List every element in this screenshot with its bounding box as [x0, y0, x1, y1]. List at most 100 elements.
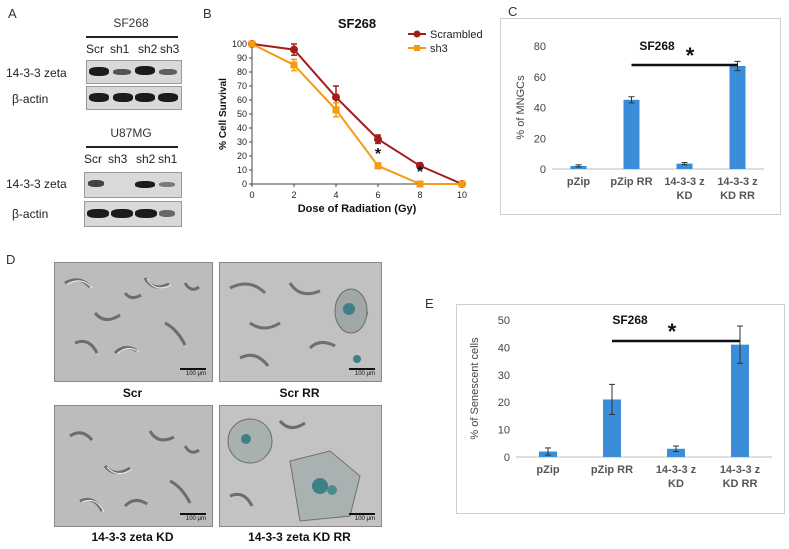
scale-bar — [349, 513, 375, 515]
chart-title: SF268 — [612, 313, 648, 327]
bar — [667, 448, 685, 457]
blot1-lane: sh3 — [160, 42, 180, 56]
blot-band — [135, 181, 155, 188]
blot-band — [135, 66, 155, 75]
bar — [676, 163, 693, 169]
mngc-bar-chart: 0 20 40 60 80 % of MNGCs pZip pZip RR 14-3-3 z KD… — [515, 39, 764, 202]
blot-band — [135, 93, 155, 102]
x-tick-label: 10 — [457, 190, 467, 200]
y-tick-label: 0 — [540, 164, 546, 176]
bar — [731, 344, 749, 457]
blot-band — [135, 209, 157, 218]
chart-title: SF268 — [639, 39, 675, 53]
legend-marker — [414, 45, 420, 51]
data-point — [374, 135, 382, 144]
chart-title: SF268 — [338, 16, 376, 31]
category-label: 14-3-3 z — [656, 464, 697, 476]
y-tick-label: 60 — [237, 95, 247, 105]
blot-band — [87, 209, 109, 218]
scale-bar — [180, 513, 206, 515]
y-tick-label: 30 — [237, 137, 247, 147]
category-label: 14-3-3 z — [720, 464, 761, 476]
blot2-actin-strip — [84, 201, 182, 227]
data-point — [458, 180, 466, 188]
data-point — [248, 40, 256, 48]
y-tick-label: 40 — [534, 103, 546, 115]
scale-bar — [349, 368, 375, 370]
micrograph-scr-rr: 100 μm — [219, 262, 382, 382]
panel-letter-d: D — [6, 252, 16, 267]
blot-band — [113, 69, 131, 75]
blot2-lane: sh2 — [136, 152, 156, 166]
survival-line-chart: SF268 0 10 20 30 40 50 60 70 80 90 100 0 2 4 6 8 10 Dose o… — [218, 16, 483, 215]
y-tick-label: 20 — [498, 397, 510, 409]
y-tick-label: 50 — [237, 109, 247, 119]
blot2-row-label: 14-3-3 zeta — [6, 177, 67, 191]
category-label: KD RR — [723, 478, 758, 490]
data-point — [416, 161, 424, 170]
category-label: pZip RR — [610, 176, 652, 188]
blot-band — [159, 210, 175, 217]
blot2-row-label: β-actin — [12, 207, 49, 221]
y-tick-label: 0 — [242, 179, 247, 189]
series-line — [251, 43, 463, 185]
category-label: KD — [677, 190, 693, 202]
cell-image — [55, 406, 212, 526]
category-label: 14-3-3 z — [717, 176, 758, 188]
blot1-row-label: β-actin — [12, 92, 49, 106]
blot2-target-strip — [84, 172, 182, 198]
blot1-lane: sh2 — [138, 42, 158, 56]
y-tick-label: 0 — [504, 452, 510, 464]
micrograph-caption: Scr RR — [279, 386, 320, 400]
category-label: pZip — [567, 176, 590, 188]
x-tick-label: 8 — [417, 190, 422, 200]
category-label: KD RR — [720, 190, 755, 202]
blot-band — [111, 209, 133, 218]
blot2-lane: sh3 — [108, 152, 128, 166]
blot1-row-label: 14-3-3 zeta — [6, 66, 67, 80]
blot-band — [159, 69, 177, 75]
significance-mark: * — [686, 43, 695, 68]
blot1-title: SF268 — [113, 16, 149, 30]
micrograph-caption: 14-3-3 zeta KD RR — [248, 530, 351, 544]
micrograph-kd: 100 μm — [54, 405, 213, 527]
micrograph-kd-rr: 100 μm — [219, 405, 382, 527]
significance-mark: * — [375, 146, 382, 163]
blot1-lane: sh1 — [110, 42, 130, 56]
y-tick-label: 80 — [237, 67, 247, 77]
blot1-underline — [86, 36, 178, 38]
panel-letter-c: C — [508, 4, 518, 19]
y-tick-label: 50 — [498, 315, 510, 327]
scale-label: 100 μm — [354, 516, 375, 522]
scale-bar — [180, 368, 206, 370]
y-tick-label: 100 — [232, 39, 247, 49]
bar — [623, 99, 640, 169]
category-label: KD — [668, 478, 684, 490]
category-label: 14-3-3 z — [664, 176, 705, 188]
x-tick-label: 2 — [291, 190, 296, 200]
panel-letter-a: A — [8, 6, 17, 21]
x-tick-label: 0 — [249, 190, 254, 200]
x-tick-label: 6 — [375, 190, 380, 200]
y-axis-label: % Cell Survival — [218, 78, 229, 150]
blot2-lane: sh1 — [158, 152, 178, 166]
y-tick-label: 90 — [237, 53, 247, 63]
scale-label: 100 μm — [185, 516, 206, 522]
scale-label: 100 μm — [354, 371, 375, 377]
y-tick-label: 40 — [498, 342, 510, 354]
blot2-lane: Scr — [84, 152, 102, 166]
panel-letter-e: E — [425, 296, 434, 311]
blot-band — [89, 93, 109, 102]
blot-band — [89, 67, 109, 76]
blot1-lane: Scr — [86, 42, 104, 56]
blot-band — [88, 180, 104, 187]
panel-letter-b: B — [203, 6, 212, 21]
category-label: pZip — [536, 464, 559, 476]
blot-band — [159, 182, 175, 187]
scale-label: 100 μm — [185, 371, 206, 377]
bar — [603, 399, 621, 457]
blot-band — [113, 93, 133, 102]
y-tick-label: 20 — [237, 151, 247, 161]
legend-label: sh3 — [430, 43, 448, 55]
x-tick-label: 4 — [333, 190, 338, 200]
